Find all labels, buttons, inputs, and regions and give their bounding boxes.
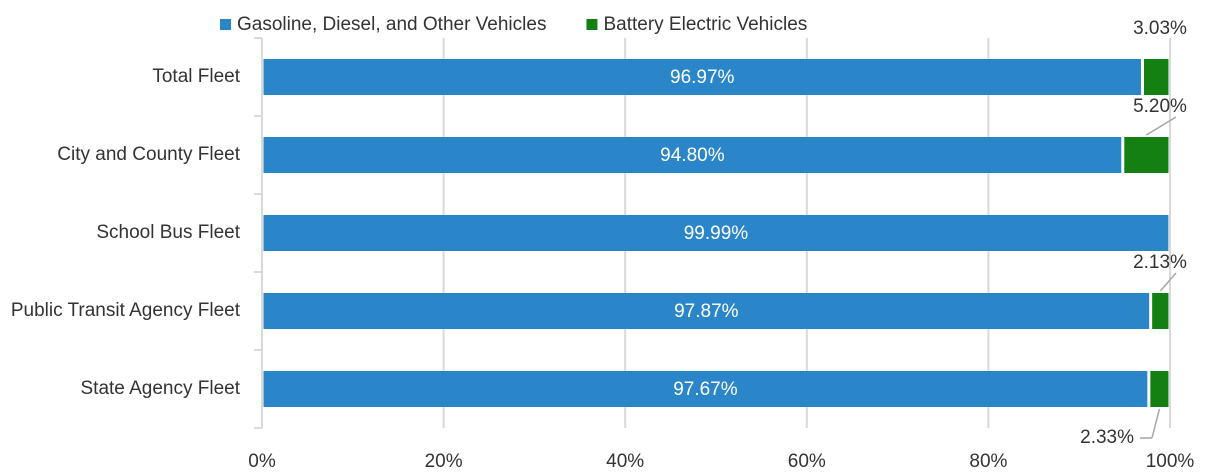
- bar: [1124, 137, 1169, 173]
- y-tick-label: City and County Fleet: [0, 139, 240, 171]
- x-tick-label: 20%: [425, 451, 463, 472]
- legend-label: Battery Electric Vehicles: [603, 14, 807, 35]
- data-label: 97.67%: [673, 379, 738, 400]
- bar: [1143, 59, 1169, 95]
- y-tick-label-text: Public Transit Agency Fleet: [10, 300, 240, 321]
- data-label: 2.13%: [1133, 252, 1187, 273]
- data-label: 94.80%: [660, 145, 725, 166]
- y-tick-label: School Bus Fleet: [0, 217, 240, 249]
- leader-line: [1159, 272, 1177, 292]
- bar: [263, 371, 1148, 407]
- bar: [263, 293, 1150, 329]
- y-tick-label: Public Transit Agency Fleet: [0, 295, 240, 327]
- x-tick-label: 40%: [606, 451, 644, 472]
- y-tick-label: State Agency Fleet: [0, 373, 241, 405]
- data-label: 96.97%: [670, 67, 735, 88]
- x-tick-label: 60%: [788, 451, 826, 472]
- y-tick-label-text: City and County Fleet: [57, 144, 240, 165]
- data-label: 5.20%: [1133, 96, 1187, 117]
- data-label: 99.99%: [684, 223, 749, 244]
- data-label: 3.03%: [1133, 18, 1187, 39]
- legend-label: Gasoline, Diesel, and Other Vehicles: [237, 14, 546, 35]
- bar: [263, 59, 1141, 95]
- x-tick-label: 100%: [1146, 451, 1195, 472]
- y-tick-label-text: Total Fleet: [152, 66, 240, 87]
- bar: [263, 215, 1169, 251]
- y-tick-label: Total Fleet: [0, 61, 240, 93]
- y-tick-label-text: School Bus Fleet: [96, 222, 240, 243]
- bar: [1150, 371, 1169, 407]
- leader-line: [1146, 116, 1177, 136]
- x-tick-label: 80%: [969, 451, 1007, 472]
- data-label: 2.33%: [1080, 427, 1134, 448]
- data-label: 97.87%: [674, 301, 739, 322]
- legend-swatch: [586, 19, 598, 30]
- leader-line: [1151, 408, 1161, 439]
- bar: [263, 137, 1122, 173]
- y-tick-label-text: State Agency Fleet: [80, 378, 241, 399]
- legend-swatch: [220, 19, 231, 30]
- bar: [1152, 293, 1169, 329]
- x-tick-label: 0%: [248, 451, 276, 472]
